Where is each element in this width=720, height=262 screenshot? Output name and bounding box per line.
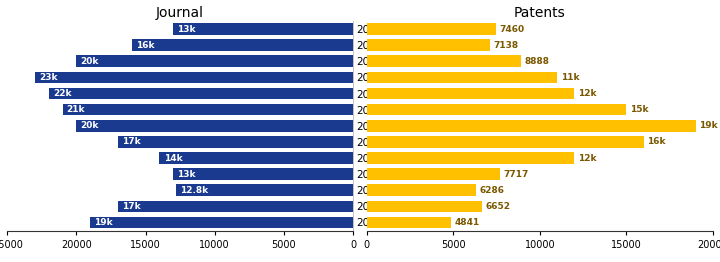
Text: 12k: 12k xyxy=(578,89,596,98)
Title: Patents: Patents xyxy=(514,6,566,20)
Text: 11k: 11k xyxy=(561,73,579,82)
Bar xyxy=(367,88,575,99)
Text: 16k: 16k xyxy=(136,41,154,50)
Text: 4841: 4841 xyxy=(454,218,480,227)
Bar xyxy=(174,23,353,35)
Text: 17k: 17k xyxy=(122,202,140,211)
Bar xyxy=(90,217,353,228)
Text: 7138: 7138 xyxy=(494,41,519,50)
Text: 20k: 20k xyxy=(81,57,99,66)
Bar xyxy=(76,120,353,132)
Text: 15k: 15k xyxy=(630,105,648,114)
Bar xyxy=(367,120,696,132)
Bar xyxy=(76,56,353,67)
Bar xyxy=(367,56,521,67)
Text: 6652: 6652 xyxy=(485,202,510,211)
Text: 20k: 20k xyxy=(81,121,99,130)
Bar xyxy=(35,72,353,83)
Bar xyxy=(367,136,644,148)
Bar xyxy=(159,152,353,164)
Text: 23k: 23k xyxy=(39,73,58,82)
Bar xyxy=(132,39,353,51)
Bar xyxy=(367,72,557,83)
Text: 19k: 19k xyxy=(94,218,113,227)
Bar xyxy=(367,23,496,35)
Text: 16k: 16k xyxy=(647,137,665,146)
Bar xyxy=(176,184,353,196)
Bar xyxy=(367,168,500,180)
Bar xyxy=(367,39,490,51)
Bar xyxy=(118,136,353,148)
Bar xyxy=(367,104,626,116)
Text: 17k: 17k xyxy=(122,137,140,146)
Title: Journal: Journal xyxy=(156,6,204,20)
Text: 22k: 22k xyxy=(53,89,71,98)
Text: 13k: 13k xyxy=(177,25,196,34)
Bar xyxy=(174,168,353,180)
Text: 12k: 12k xyxy=(578,154,596,162)
Text: 13k: 13k xyxy=(177,170,196,179)
Text: 14k: 14k xyxy=(163,154,182,162)
Text: 12.8k: 12.8k xyxy=(180,186,208,195)
Bar xyxy=(49,88,353,99)
Bar xyxy=(367,217,451,228)
Bar xyxy=(367,184,476,196)
Text: 7460: 7460 xyxy=(500,25,524,34)
Text: 6286: 6286 xyxy=(479,186,504,195)
Bar xyxy=(367,152,575,164)
Bar xyxy=(118,201,353,212)
Text: 19k: 19k xyxy=(699,121,718,130)
Text: 21k: 21k xyxy=(67,105,85,114)
Text: 7717: 7717 xyxy=(504,170,529,179)
Bar xyxy=(63,104,353,116)
Text: 8888: 8888 xyxy=(524,57,549,66)
Bar xyxy=(367,201,482,212)
